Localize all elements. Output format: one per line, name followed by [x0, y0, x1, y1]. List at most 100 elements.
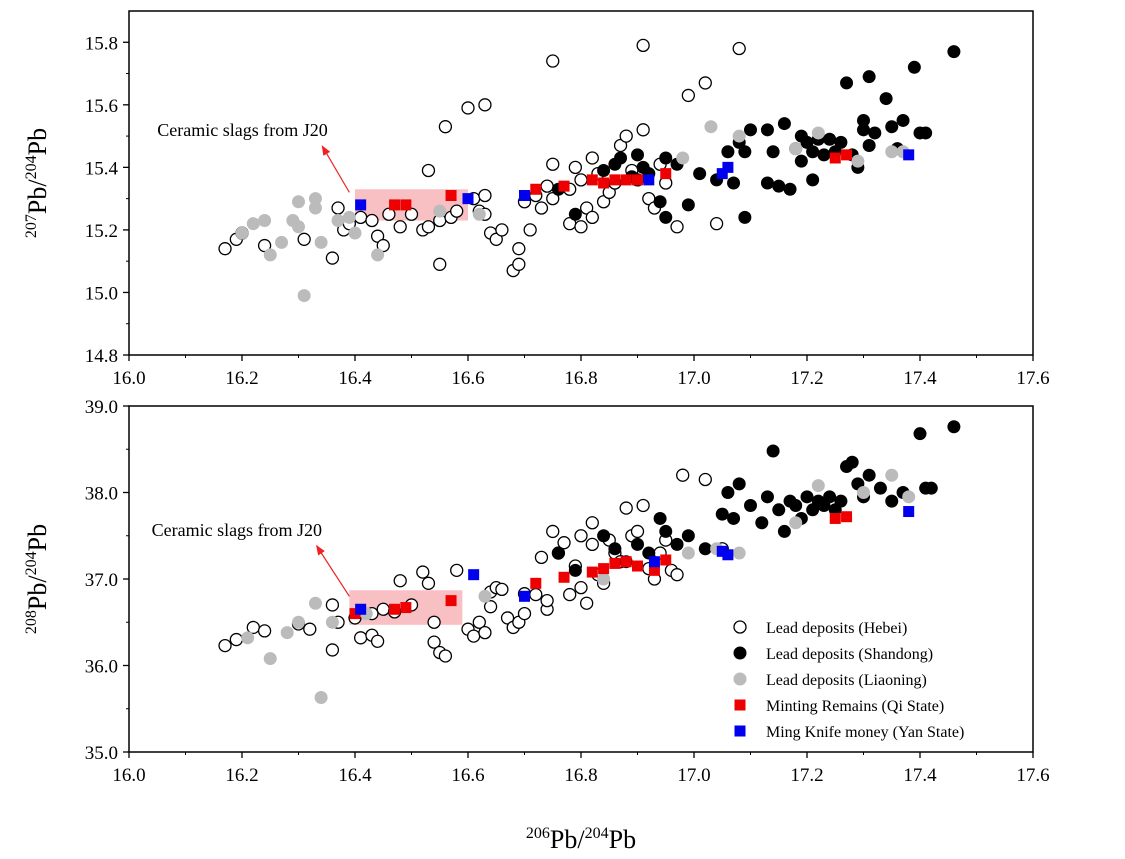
x-tick-label: 16.8 — [564, 765, 597, 786]
series-1 — [551, 45, 961, 224]
y-tick-label: 35.0 — [85, 743, 118, 764]
y-tick-label: 15.2 — [85, 221, 118, 242]
data-point — [715, 507, 729, 521]
data-point — [597, 572, 611, 586]
data-point — [721, 486, 735, 499]
y-tick-label: 15.6 — [85, 96, 118, 117]
x-tick-label: 16.4 — [338, 368, 372, 389]
data-point — [806, 145, 820, 159]
data-point — [907, 60, 921, 74]
data-point — [241, 631, 255, 645]
data-point — [433, 257, 447, 271]
data-point — [903, 506, 915, 518]
data-point — [349, 608, 361, 620]
data-point — [873, 481, 887, 495]
data-point — [698, 472, 712, 487]
data-point — [450, 204, 464, 218]
x-tick-label: 16.0 — [112, 765, 145, 786]
data-point — [698, 542, 712, 556]
data-point — [325, 643, 340, 657]
data-point — [353, 631, 368, 645]
data-point — [609, 557, 621, 569]
data-point — [760, 176, 774, 190]
data-point — [292, 220, 305, 234]
annotation-text: Ceramic slags from J20 — [152, 520, 322, 540]
data-point — [885, 120, 899, 134]
x-tick-label: 16.0 — [112, 368, 145, 389]
data-point — [574, 173, 588, 187]
data-point — [632, 560, 643, 572]
data-point — [862, 70, 876, 84]
data-point — [643, 174, 655, 186]
data-point — [811, 479, 825, 493]
data-point — [574, 529, 588, 543]
data-point — [659, 151, 673, 165]
data-point — [845, 455, 859, 469]
y-tick-label: 36.0 — [85, 657, 118, 678]
legend: Lead deposits (Hebei) Lead deposits (Shan… — [733, 620, 964, 741]
data-point — [331, 214, 345, 228]
data-point — [229, 632, 244, 647]
legend-label: Ming Knife money (Yan State) — [766, 724, 964, 741]
data-point — [619, 501, 633, 515]
data-point — [551, 546, 565, 560]
data-point — [258, 214, 272, 228]
data-point — [660, 168, 672, 180]
data-point — [722, 549, 734, 561]
x-tick-label: 17.6 — [1016, 765, 1049, 786]
series-2 — [235, 120, 910, 303]
x-tick-label: 17.2 — [790, 765, 823, 786]
data-point — [789, 516, 803, 530]
legend-label: Lead deposits (Hebei) — [766, 620, 907, 637]
data-point — [636, 123, 650, 137]
data-point — [885, 468, 899, 482]
data-point — [851, 154, 865, 168]
data-point — [721, 145, 735, 159]
data-point — [546, 157, 560, 171]
legend-item: Lead deposits (Hebei) — [733, 620, 907, 637]
data-point — [546, 54, 560, 68]
data-point — [732, 41, 746, 56]
data-point — [218, 638, 232, 653]
legend-label: Lead deposits (Shandong) — [766, 646, 933, 663]
data-point — [540, 179, 554, 193]
data-point — [400, 199, 412, 211]
data-point — [631, 537, 644, 551]
data-point — [342, 210, 356, 224]
data-point — [519, 590, 530, 602]
y-tick-label: 38.0 — [85, 484, 118, 505]
data-point — [529, 587, 543, 602]
data-point — [659, 210, 673, 224]
data-point — [478, 625, 492, 640]
data-point — [427, 635, 441, 649]
data-point — [461, 101, 475, 115]
y-tick-label: 37.0 — [85, 570, 118, 591]
data-point — [772, 503, 786, 517]
data-point — [433, 204, 447, 218]
data-point — [681, 546, 695, 560]
data-point — [370, 634, 385, 648]
data-point — [563, 587, 577, 602]
data-point — [722, 161, 734, 173]
data-point — [558, 571, 570, 583]
data-point — [653, 511, 667, 525]
legend-marker — [734, 725, 746, 737]
legend-item: Lead deposits (Shandong) — [733, 646, 933, 663]
series-1 — [551, 420, 961, 577]
data-point — [716, 168, 728, 180]
data-point — [834, 494, 848, 508]
data-point — [393, 220, 407, 234]
y-tick-label: 39.0 — [85, 397, 118, 418]
data-point — [598, 177, 610, 189]
y-axis-title: 208Pb/204Pb — [23, 524, 52, 634]
data-point — [325, 598, 340, 612]
data-point — [777, 117, 791, 131]
data-point — [263, 248, 277, 262]
data-point — [468, 569, 480, 581]
data-point — [365, 213, 379, 228]
data-point — [879, 92, 893, 106]
data-point — [235, 226, 249, 240]
data-point — [676, 468, 690, 482]
data-point — [438, 120, 453, 134]
